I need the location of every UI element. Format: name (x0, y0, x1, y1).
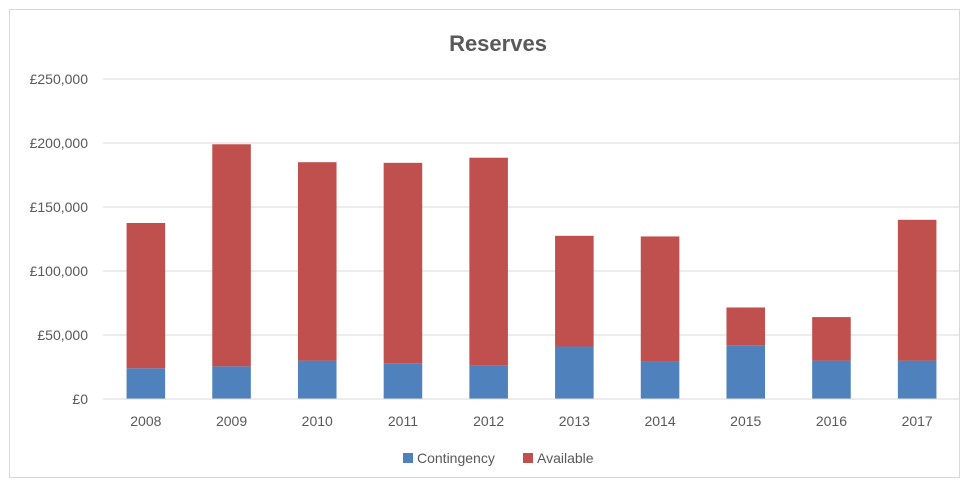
bar-contingency-2013 (555, 346, 594, 399)
bar-available-2012 (469, 157, 508, 366)
x-tick-label: 2017 (902, 413, 933, 429)
legend: Contingency Available (403, 450, 594, 466)
y-tick-label: £150,000 (30, 199, 89, 215)
bar-contingency-2008 (126, 368, 166, 399)
y-tick-label: £50,000 (37, 327, 88, 343)
x-tick-label: 2009 (216, 413, 247, 429)
y-tick-label: £200,000 (30, 135, 89, 151)
x-tick-label: 2016 (816, 413, 847, 429)
bars (126, 144, 937, 399)
legend-label-available: Available (537, 450, 594, 466)
bar-available-2014 (640, 236, 680, 362)
x-tick-label: 2012 (473, 413, 504, 429)
bar-contingency-2011 (383, 363, 423, 399)
bar-available-2015 (726, 307, 766, 346)
bar-available-2009 (212, 144, 251, 367)
bar-contingency-2016 (812, 360, 851, 399)
bar-contingency-2012 (469, 365, 508, 399)
x-tick-label: 2008 (130, 413, 161, 429)
bar-contingency-2009 (212, 366, 251, 399)
bar-available-2016 (812, 317, 851, 361)
bar-available-2017 (897, 219, 937, 361)
x-tick-label: 2010 (302, 413, 333, 429)
bar-contingency-2014 (640, 361, 680, 399)
bar-contingency-2010 (297, 360, 337, 399)
bar-contingency-2015 (726, 345, 766, 399)
legend-swatch-contingency (403, 453, 413, 463)
x-tick-label: 2015 (730, 413, 761, 429)
legend-label-contingency: Contingency (417, 450, 495, 466)
x-tick-label: 2011 (388, 413, 418, 429)
bar-available-2013 (555, 235, 594, 347)
bar-available-2011 (383, 162, 423, 364)
x-tick-label: 2014 (644, 413, 675, 429)
legend-swatch-available (523, 453, 533, 463)
bar-available-2008 (126, 223, 166, 369)
y-tick-label: £100,000 (30, 263, 89, 279)
bar-available-2010 (297, 162, 337, 361)
y-tick-label: £0 (72, 391, 88, 407)
y-axis-labels: £0 £50,000 £100,000 £150,000 £200,000 £250,00… (30, 71, 89, 407)
x-axis-labels: 2008 2009 2010 2011 2012 2013 2014 2015 2016 2017 (130, 413, 933, 429)
chart-title: Reserves (449, 31, 547, 56)
y-tick-label: £250,000 (30, 71, 89, 87)
x-tick-label: 2013 (559, 413, 590, 429)
bar-contingency-2017 (897, 360, 937, 399)
